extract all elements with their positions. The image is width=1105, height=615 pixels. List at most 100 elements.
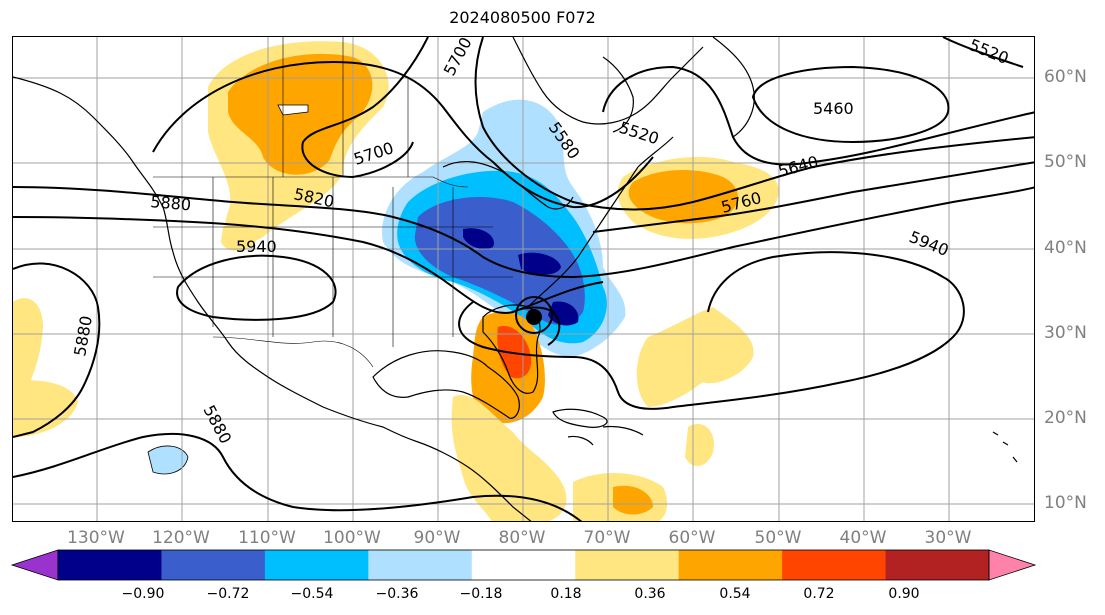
anomaly-region (463, 228, 494, 249)
coastlines (13, 37, 1018, 521)
anomaly-region (628, 170, 738, 224)
lat-label: 60°N (1044, 67, 1087, 87)
lon-label: 120°W (152, 528, 210, 548)
contour-label: 5520 (967, 37, 1012, 68)
coastline (712, 37, 755, 138)
colorbar-extend-max (988, 549, 1037, 581)
anomaly-region (685, 423, 714, 467)
contour-5880-south (13, 433, 583, 521)
lon-label: 80°W (498, 528, 546, 548)
lon-label: 110°W (238, 528, 296, 548)
contour-5580 (152, 60, 654, 209)
lon-label: 50°W (754, 528, 802, 548)
anomaly-region (13, 298, 43, 402)
colorbar-segment (58, 550, 162, 580)
contour-5700 (301, 37, 429, 179)
lat-label: 10°N (1044, 493, 1087, 513)
coastline (602, 425, 644, 436)
contour-label: 5880 (70, 314, 96, 357)
contour-5940-atlantic (458, 251, 965, 410)
colorbar-tick-label: 0.54 (719, 586, 751, 602)
colorbar-segment (161, 550, 266, 580)
contour-5520-ne (942, 37, 1024, 68)
contour-5880-west (13, 262, 101, 438)
contour-label: 5940 (907, 227, 952, 260)
political-borders (153, 37, 513, 368)
contour-label: 5700 (440, 37, 476, 79)
map-panel: 5700 5580 5520 5460 5520 5640 5760 5700 … (12, 36, 1035, 522)
coastline (552, 408, 608, 428)
storm-center-marker (526, 309, 542, 325)
colorbar-tick-label: −0.90 (121, 586, 165, 602)
lat-label: 50°N (1044, 152, 1087, 172)
lon-label: 40°W (839, 528, 887, 548)
coastline (13, 76, 532, 521)
lon-label: 70°W (583, 528, 631, 548)
contour-storm (512, 306, 561, 346)
anomaly-region (228, 53, 373, 175)
contour-5820 (13, 186, 1034, 279)
anomaly-region (147, 445, 189, 475)
border-line (282, 37, 409, 177)
contour-5460 (751, 65, 950, 144)
colorbar-segment (471, 550, 576, 580)
coastline (482, 304, 541, 394)
lat-label: 40°N (1044, 238, 1087, 258)
contour-storm-ring (515, 296, 553, 334)
lon-label: 60°W (668, 528, 716, 548)
colorbar-segment (575, 550, 680, 580)
lat-label: 30°N (1044, 323, 1087, 343)
coastline (992, 431, 1018, 463)
contour-5640 (474, 37, 1034, 211)
colorbar-tick-label: −0.36 (375, 586, 419, 602)
map-title: 2024080500 F072 (449, 8, 596, 27)
colorbar-tick-label: 0.18 (550, 586, 582, 602)
coastline (512, 37, 704, 125)
anomaly-region (13, 380, 78, 437)
colorbar-tick-label: −0.54 (290, 586, 334, 602)
lon-label: 30°W (924, 528, 972, 548)
contour-label: 5940 (236, 237, 277, 256)
anomaly-region (548, 301, 579, 326)
colorbar-tick-label: −0.18 (459, 586, 503, 602)
colorbar-segment (264, 550, 369, 580)
coastline (372, 350, 520, 419)
colorbar (10, 549, 1037, 581)
lat-label: 20°N (1044, 408, 1087, 428)
colorbar-tick-label: −0.72 (206, 586, 250, 602)
border-line (153, 226, 513, 278)
contour-5700-east (592, 161, 1034, 233)
border-line (212, 336, 374, 368)
map-canvas: 5700 5580 5520 5460 5520 5640 5760 5700 … (13, 37, 1034, 521)
colorbar-tick-label: 0.90 (888, 586, 920, 602)
contour-5520 (602, 65, 1034, 166)
contour-label: 5520 (617, 118, 662, 149)
anomaly-region (277, 104, 309, 116)
contour-label: 5880 (150, 192, 192, 214)
coastline (567, 435, 594, 446)
anomaly-region (636, 307, 754, 407)
lon-label: 100°W (323, 528, 381, 548)
lon-label: 90°W (413, 528, 461, 548)
anomaly-region (613, 485, 653, 515)
anomaly-region (451, 395, 567, 521)
colorbar-tick-label: 0.72 (803, 586, 835, 602)
anomaly-region (518, 252, 561, 275)
contour-label: 5460 (813, 99, 854, 118)
border-line (153, 176, 469, 188)
colorbar-segments (10, 549, 1037, 581)
colorbar-segment (782, 550, 887, 580)
graticule (13, 37, 1034, 521)
contour-5940 (176, 254, 337, 321)
height-contours (13, 37, 1034, 521)
coastline (602, 56, 634, 133)
colorbar-segment (678, 550, 783, 580)
lon-label: 130°W (67, 528, 125, 548)
colorbar-tick-label: 0.36 (634, 586, 666, 602)
contour-label: 5640 (776, 152, 820, 181)
colorbar-segment (885, 550, 990, 580)
colorbar-segment (368, 550, 473, 580)
colorbar-outline (57, 549, 990, 581)
anomaly-shading (13, 41, 779, 521)
colorbar-extend-min (10, 549, 59, 581)
